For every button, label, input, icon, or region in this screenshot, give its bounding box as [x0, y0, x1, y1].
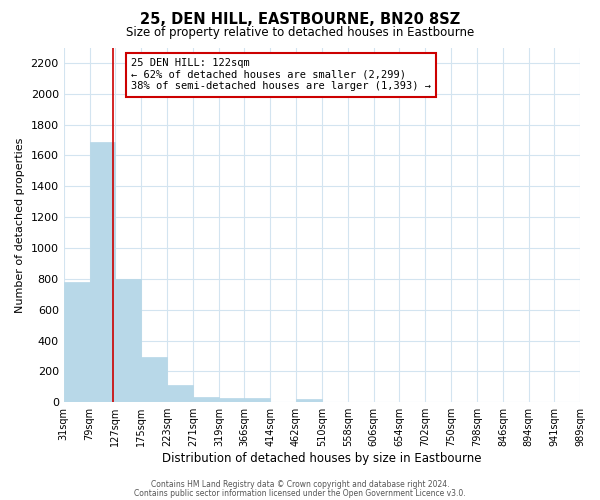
Bar [219, 398, 244, 402]
Bar [167, 385, 193, 402]
Bar [193, 397, 219, 402]
Bar [244, 398, 270, 402]
Text: Contains HM Land Registry data © Crown copyright and database right 2024.: Contains HM Land Registry data © Crown c… [151, 480, 449, 489]
Y-axis label: Number of detached properties: Number of detached properties [15, 137, 25, 312]
X-axis label: Distribution of detached houses by size in Eastbourne: Distribution of detached houses by size … [162, 452, 482, 465]
Text: Size of property relative to detached houses in Eastbourne: Size of property relative to detached ho… [126, 26, 474, 39]
Bar [115, 279, 141, 402]
Text: 25 DEN HILL: 122sqm
← 62% of detached houses are smaller (2,299)
38% of semi-det: 25 DEN HILL: 122sqm ← 62% of detached ho… [131, 58, 431, 92]
Bar [141, 356, 167, 402]
Bar [89, 142, 115, 402]
Bar [296, 399, 322, 402]
Bar [64, 282, 89, 402]
Text: 25, DEN HILL, EASTBOURNE, BN20 8SZ: 25, DEN HILL, EASTBOURNE, BN20 8SZ [140, 12, 460, 28]
Text: Contains public sector information licensed under the Open Government Licence v3: Contains public sector information licen… [134, 488, 466, 498]
